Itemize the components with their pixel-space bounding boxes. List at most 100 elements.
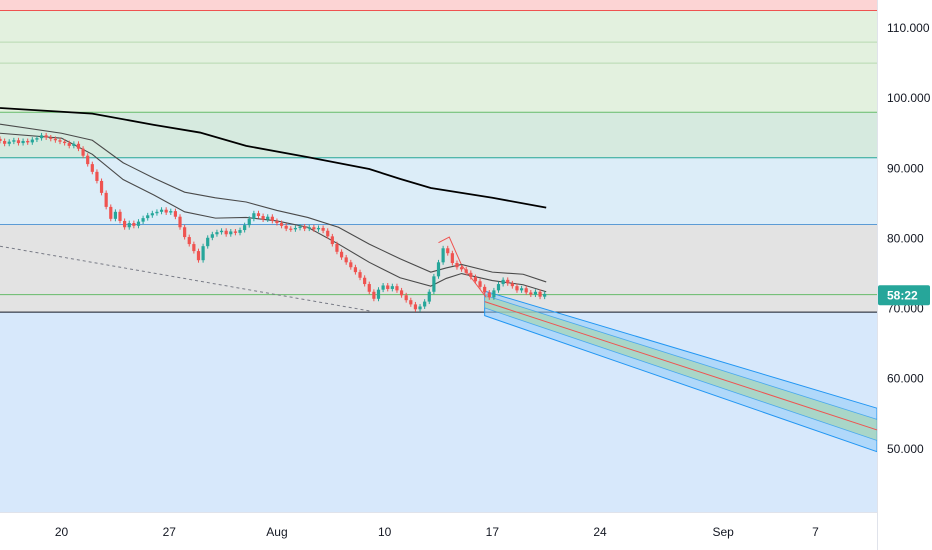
candle-body: [127, 223, 131, 228]
candle-body: [256, 213, 261, 217]
candle-body: [72, 143, 76, 146]
candle-28: [127, 220, 131, 230]
channel-inner: [484, 295, 877, 441]
channel-inner-lower-line: [484, 307, 878, 441]
candle-body: [53, 138, 57, 141]
y-tick-label-2: 90.000: [887, 161, 924, 175]
candle-body: [492, 290, 496, 298]
candle-102: [469, 270, 473, 280]
candle-body: [30, 139, 34, 143]
candle-16: [72, 141, 76, 149]
candle-body: [3, 140, 7, 144]
candle-100: [459, 264, 464, 272]
candle-39: [178, 214, 182, 230]
candle-body: [464, 269, 468, 273]
candle-86: [395, 283, 399, 293]
candle-body: [12, 140, 16, 142]
candle-43: [196, 248, 201, 263]
candle-10: [44, 132, 48, 140]
candle-body: [344, 257, 348, 263]
candle-37: [169, 208, 173, 215]
candle-body: [58, 140, 62, 142]
candle-body: [210, 234, 214, 238]
candle-body: [404, 295, 408, 301]
candle-body: [367, 284, 371, 292]
candle-110: [506, 277, 510, 286]
level-lines: [0, 10, 877, 313]
candle-body: [252, 213, 256, 219]
candle-32: [146, 212, 150, 221]
candle-7: [30, 137, 34, 145]
candle-body: [441, 248, 445, 263]
candle-body: [510, 283, 514, 287]
candle-body: [469, 272, 473, 278]
candle-46: [210, 231, 214, 241]
candle-body: [150, 213, 154, 216]
candle-82: [376, 287, 381, 302]
candle-body: [339, 251, 344, 258]
y-tick-label-1: 100.000: [887, 91, 931, 105]
candle-body: [450, 253, 454, 264]
zone-band-1: [0, 10, 877, 113]
candle-63: [289, 226, 293, 232]
candle-79: [363, 275, 367, 287]
candle-45: [206, 235, 210, 249]
candle-114: [524, 285, 528, 295]
candle-40: [183, 224, 187, 240]
candle-60: [275, 218, 279, 226]
candle-body: [270, 216, 274, 221]
candle-6: [26, 138, 30, 145]
x-tick-label-0: 20: [55, 525, 69, 539]
candle-24: [109, 204, 113, 222]
candle-67: [307, 224, 311, 232]
candle-21: [95, 169, 99, 184]
candle-body: [155, 211, 159, 214]
candle-92: [423, 299, 427, 309]
candle-88: [404, 292, 408, 303]
candle-111: [510, 280, 514, 289]
candle-body: [455, 263, 459, 268]
candle-5: [21, 138, 25, 146]
candle-body: [187, 237, 191, 245]
price-badge: 58:22: [878, 285, 930, 306]
candle-body: [353, 267, 358, 273]
candle-65: [298, 224, 302, 231]
candle-26: [118, 209, 122, 224]
candle-68: [312, 224, 316, 232]
candle-body: [206, 237, 210, 247]
candle-59: [270, 214, 274, 224]
candle-104: [478, 278, 482, 290]
candle-18: [81, 146, 85, 159]
zone-band-5: [0, 312, 877, 512]
candle-64: [293, 225, 298, 232]
candle-112: [515, 283, 519, 293]
candle-body: [326, 230, 330, 237]
candle-99: [455, 260, 459, 270]
candle-66: [303, 224, 307, 232]
candle-25: [113, 209, 117, 222]
candle-58: [266, 214, 270, 222]
channel-inner-upper-line: [484, 294, 878, 420]
candle-15: [67, 140, 71, 149]
candle-body: [49, 137, 53, 139]
candle-22: [99, 178, 104, 196]
candle-body: [316, 227, 321, 230]
candle-34: [155, 209, 159, 216]
candle-body: [321, 227, 325, 231]
candle-body: [519, 288, 524, 291]
candle-61: [279, 220, 284, 229]
candle-body: [136, 221, 141, 226]
candle-33: [150, 210, 154, 218]
candle-body: [215, 232, 219, 235]
zone-band-3: [0, 157, 877, 225]
candle-body: [16, 140, 21, 144]
candle-113: [519, 285, 524, 293]
ma-upper-line: [0, 123, 547, 283]
candle-20: [90, 161, 94, 175]
candle-19: [86, 153, 90, 167]
candle-91: [418, 304, 422, 312]
candle-72: [330, 233, 334, 247]
candle-78: [358, 269, 362, 281]
